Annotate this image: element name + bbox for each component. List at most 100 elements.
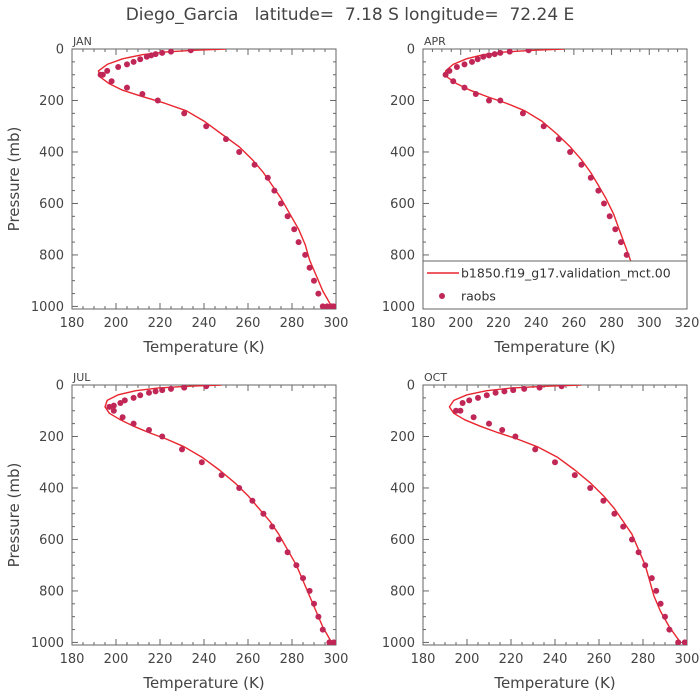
obs-point [521,385,528,392]
obs-point [653,587,660,594]
legend-model-label: b1850.f19_g17.validation_mct.00 [461,266,671,281]
obs-point [319,303,326,309]
obs-point [601,200,607,207]
x-tick-label: 180 [411,652,436,667]
x-tick-label: 180 [60,316,85,331]
y-tick-label: 800 [390,248,415,263]
x-tick-label: 280 [631,652,656,667]
y-tick-label: 800 [39,248,64,263]
obs-point [492,389,499,396]
obs-point [540,123,547,130]
obs-point [446,67,453,74]
obs-point [315,290,322,297]
obs-point [611,510,618,517]
obs-point [168,385,174,392]
x-axis-label: Temperature (K) [493,338,615,356]
obs-point [159,433,166,440]
obs-point [595,187,602,194]
obs-point [486,97,492,104]
obs-point [99,71,106,78]
y-tick-label: 0 [56,379,64,394]
obs-point [152,388,159,395]
obs-point [453,407,459,414]
obs-point [271,187,278,194]
obs-point [159,49,166,56]
obs-point [306,264,313,271]
obs-point [203,385,210,390]
obs-point [497,49,504,56]
obs-point [459,400,466,406]
obs-point [106,403,113,410]
obs-point [648,575,655,582]
x-tick-label: 280 [599,316,624,331]
obs-point [203,123,210,130]
x-tick-label: 300 [324,316,349,331]
obs-point [284,213,291,220]
y-tick-label: 200 [390,94,415,109]
obs-point [302,251,309,258]
x-axis-label: Temperature (K) [142,674,264,692]
x-tick-label: 200 [104,316,129,331]
obs-point [330,639,336,645]
obs-point [587,485,594,491]
legend-marker-swatch [439,293,445,299]
obs-point [457,407,464,414]
obs-point [519,110,526,117]
obs-point [525,49,532,54]
y-tick-label: 0 [56,43,64,58]
obs-point [181,385,188,391]
obs-point [269,523,276,530]
obs-point [587,174,594,181]
obs-point [293,562,300,569]
obs-point [124,61,130,68]
obs-point [295,239,302,246]
obs-point [472,91,479,97]
y-tick-label: 200 [39,94,64,109]
plot-area [442,49,653,309]
obs-point [501,388,508,395]
obs-point [453,64,460,70]
obs-point [558,385,565,390]
obs-point [330,303,336,309]
obs-point [159,387,166,394]
obs-point [469,58,475,65]
obs-point [154,97,161,104]
y-tick-label: 0 [407,43,415,58]
obs-point [442,71,449,78]
obs-point [130,420,137,427]
obs-point [675,639,682,645]
obs-point [461,84,468,91]
x-tick-label: 180 [411,316,436,331]
obs-point [600,497,607,504]
x-tick-label: 180 [60,652,85,667]
obs-point [497,97,504,104]
obs-point [139,91,146,97]
x-tick-label: 220 [499,652,524,667]
obs-point [623,251,630,258]
obs-point [187,49,194,54]
obs-point [115,64,122,70]
model-line [97,49,333,307]
x-tick-label: 260 [587,652,612,667]
obs-point [264,174,271,181]
obs-point [143,53,150,60]
obs-point [110,407,117,414]
obs-point [306,587,313,594]
y-tick-label: 1000 [31,300,64,315]
plot-frame [422,384,688,646]
x-tick-label: 220 [148,316,173,331]
y-tick-label: 600 [390,533,415,548]
obs-point [612,226,619,233]
obs-point [475,394,481,401]
model-line [448,385,681,643]
obs-point [681,639,687,645]
obs-point [119,414,126,421]
x-tick-label: 300 [675,652,700,667]
x-tick-label: 280 [280,652,305,667]
obs-point [606,213,613,220]
plot-area [97,49,336,309]
y-tick-label: 400 [39,481,64,496]
obs-point [117,400,124,406]
obs-point [470,414,477,421]
